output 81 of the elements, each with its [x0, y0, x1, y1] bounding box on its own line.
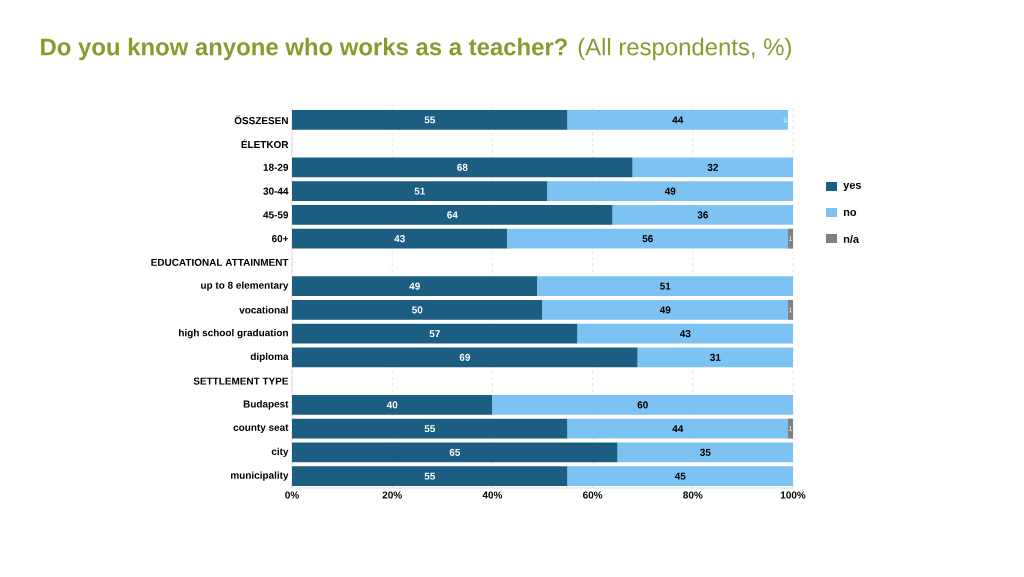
y-tick-label: SETTLEMENT TYPE — [193, 377, 289, 385]
bar — [788, 418, 794, 439]
y-tick-label: city — [271, 447, 289, 457]
data-label: 64 — [447, 211, 458, 219]
bar — [788, 299, 794, 320]
bar — [567, 466, 794, 487]
data-label: 57 — [429, 330, 440, 338]
data-label: 49 — [659, 306, 671, 314]
legend-label: no — [843, 209, 857, 216]
bar — [542, 299, 788, 320]
bar — [292, 347, 638, 368]
data-label: 40 — [386, 401, 398, 409]
y-tick-label: ÉLETKOR — [241, 139, 289, 149]
bar — [292, 442, 618, 463]
bar — [567, 109, 788, 130]
x-tick-label: 100% — [780, 491, 806, 499]
bar — [617, 442, 794, 463]
data-label: 60 — [637, 401, 648, 409]
y-tick-label: 30-44 — [263, 187, 289, 195]
bar — [492, 394, 794, 415]
bar — [637, 347, 794, 368]
data-label: 55 — [424, 472, 436, 480]
x-tick-label: 60% — [583, 491, 603, 499]
bar — [577, 323, 794, 344]
bar — [632, 157, 794, 178]
data-label: 44 — [672, 116, 684, 124]
bar — [292, 299, 543, 320]
data-label: 51 — [414, 187, 426, 195]
bar — [292, 394, 493, 415]
data-label: 32 — [707, 163, 718, 171]
data-label: 31 — [710, 353, 721, 361]
y-tick-label: EDUCATIONAL ATTAINMENT — [151, 258, 289, 266]
x-tick-label: 80% — [683, 491, 703, 499]
bar — [292, 466, 568, 487]
data-label: 68 — [457, 163, 468, 171]
y-tick-label: 18-29 — [263, 163, 289, 171]
data-label: 43 — [394, 235, 405, 243]
bar — [292, 323, 578, 344]
data-label: 55 — [424, 425, 436, 433]
bar — [547, 181, 794, 202]
y-tick-label: municipality — [231, 471, 289, 481]
x-tick-label: 20% — [382, 491, 402, 499]
bar — [507, 228, 788, 249]
bar — [567, 418, 788, 439]
data-label: 45 — [674, 472, 686, 480]
data-label: 55 — [424, 116, 436, 124]
x-tick-label: 0% — [285, 491, 299, 499]
data-label: 36 — [697, 211, 709, 219]
bar — [537, 276, 794, 297]
legend-label: n/a — [843, 234, 860, 244]
data-label: 51 — [660, 282, 671, 290]
legend-label: yes — [843, 182, 862, 192]
bar — [788, 228, 794, 249]
data-label: 49 — [664, 187, 676, 195]
data-label: 43 — [679, 330, 691, 338]
y-tick-label: high school graduation — [179, 328, 288, 339]
bar — [292, 276, 538, 297]
x-tick-label: 40% — [482, 491, 503, 499]
y-tick-label: 45-59 — [263, 211, 289, 219]
y-tick-label: Budapest — [243, 400, 289, 410]
data-label: 35 — [700, 448, 711, 456]
data-label: 50 — [412, 306, 423, 314]
data-label: 65 — [449, 448, 461, 456]
y-tick-label: ÖSSZESEN — [234, 115, 288, 125]
y-tick-label: 60+ — [271, 235, 289, 243]
bar — [292, 109, 568, 130]
y-tick-label: diploma — [250, 352, 289, 362]
data-label: 49 — [409, 282, 420, 290]
bar — [612, 204, 794, 225]
y-tick-label: county seat — [233, 424, 289, 433]
bar — [292, 204, 613, 225]
bar — [292, 181, 548, 202]
data-label: 56 — [642, 235, 653, 243]
bar — [292, 228, 508, 249]
data-label: 69 — [459, 353, 471, 361]
bar — [292, 418, 568, 439]
bar — [292, 157, 633, 178]
data-label: 44 — [672, 425, 684, 433]
y-tick-label: vocational — [239, 306, 288, 314]
chart-title: Do you know anyone who works as a teacher? (All respondents, %) — [41, 37, 791, 61]
y-tick-label: up to 8 elementary — [201, 281, 289, 291]
